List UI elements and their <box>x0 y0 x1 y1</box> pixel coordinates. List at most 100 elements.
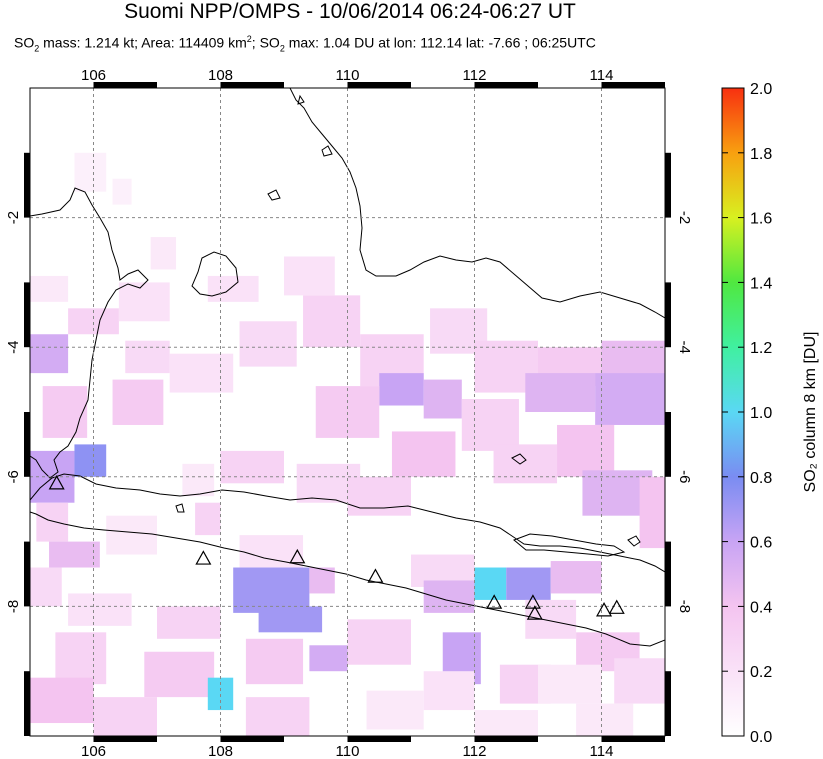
coast-island-b <box>627 535 641 547</box>
so2-cell <box>614 658 665 704</box>
frame-bar <box>665 541 671 607</box>
so2-cell <box>474 567 507 600</box>
so2-cell <box>474 710 538 736</box>
lat-tick-label-right: -6 <box>676 470 693 483</box>
so2-cell <box>182 463 215 497</box>
so2-cell <box>74 444 107 477</box>
so2-grid-cells <box>30 152 665 736</box>
so2-cell <box>68 593 132 626</box>
so2-cell <box>144 651 215 698</box>
so2-cell <box>157 606 221 639</box>
lon-tick-label-bottom: 114 <box>590 743 614 759</box>
lat-tick-label-left: -8 <box>5 600 22 613</box>
so2-cell <box>112 379 164 425</box>
so2-cell <box>303 295 361 348</box>
colorbar-tick-label: 0.2 <box>750 664 772 681</box>
coast-island-c <box>297 94 305 105</box>
so2-cell <box>258 606 323 633</box>
colorbar-tick-label: 0.0 <box>750 729 772 746</box>
colorbar-tick-label: 1.8 <box>750 146 772 163</box>
triangle-volcano-icon <box>596 602 613 617</box>
so2-cell <box>245 638 304 685</box>
so2-cell <box>309 567 335 594</box>
lon-tick-label-top: 110 <box>336 67 360 84</box>
lat-tick-label-right: -8 <box>676 600 693 613</box>
frame-bar <box>474 736 538 742</box>
so2-cell <box>423 580 475 613</box>
triangle-volcano-icon <box>524 594 541 609</box>
triangle-volcano-icon <box>195 550 212 565</box>
frame-bar <box>665 671 671 736</box>
axis-tick-labels: 106 106 108 108 110 110 112 112 114 114 -2 -2 -4 -4 -6… <box>5 67 693 759</box>
volcano-markers <box>48 475 625 620</box>
triangle-volcano-icon <box>289 548 306 564</box>
colorbar-ticks: 0.0 0.2 0.4 0.6 0.8 1.0 1.2 1.4 1.6 1.8 2.0 <box>722 81 772 746</box>
so2-cell <box>93 697 157 736</box>
triangle-volcano-icon <box>367 568 384 583</box>
colorbar-tick-label: 0.4 <box>750 599 772 616</box>
so2-cell <box>106 515 157 555</box>
lon-tick-label-bottom: 106 <box>81 743 106 759</box>
so2-cell <box>347 476 411 516</box>
lat-tick-label-right: -4 <box>676 341 693 354</box>
map-title: Suomi NPP/OMPS - 10/06/2014 06:24-06:27 … <box>124 0 576 23</box>
lon-tick-label-bottom: 110 <box>336 743 360 759</box>
coastline <box>30 88 665 647</box>
so2-cell <box>220 450 284 484</box>
so2-cell <box>30 334 69 374</box>
so2-cell <box>49 541 100 568</box>
triangle-volcano-icon <box>48 475 65 490</box>
so2-cell <box>30 275 69 302</box>
colorbar-tick-label: 1.6 <box>750 211 772 228</box>
frame-bar <box>220 736 284 742</box>
so2-cell <box>239 535 304 568</box>
frame-bar <box>474 82 538 88</box>
so2-cell <box>239 321 297 367</box>
frame-bar <box>93 82 157 88</box>
triangle-volcano-icon <box>526 605 543 620</box>
triangle-volcano-icon <box>486 594 503 609</box>
triangle-volcano-icon <box>608 599 625 614</box>
frame-bar <box>601 82 665 88</box>
frame-bar <box>24 541 30 607</box>
frame-bar <box>347 736 411 742</box>
so2-cell <box>506 567 551 600</box>
so2-cell <box>366 690 424 730</box>
frame-bar <box>93 736 157 742</box>
so2-cell <box>245 697 310 736</box>
coast-island-f <box>267 189 281 201</box>
coast-madura <box>513 533 626 557</box>
so2-cell <box>576 703 634 736</box>
frame-bar <box>665 412 671 477</box>
coast-borneo <box>289 88 665 319</box>
colorbar-tick-label: 0.8 <box>750 470 772 487</box>
so2-cell <box>423 379 462 419</box>
frame-bar <box>24 412 30 477</box>
so2-cell <box>195 502 221 536</box>
so2-cell <box>557 424 615 477</box>
so2-cell <box>379 373 424 406</box>
so2-cell <box>169 353 234 393</box>
lon-tick-label-top: 112 <box>463 67 487 84</box>
lat-tick-label-right: -2 <box>676 211 693 224</box>
frame-bar <box>665 282 671 348</box>
coast-bangka <box>191 251 239 297</box>
so2-cell <box>595 373 665 425</box>
frame-bar <box>220 82 284 88</box>
colorbar-tick-label: 2.0 <box>750 81 772 98</box>
so2-cell <box>30 567 62 607</box>
so2-cell <box>118 282 170 322</box>
so2-cell <box>639 476 665 549</box>
colorbar-tick-label: 1.2 <box>750 340 772 357</box>
colorbar-label: SO₂ column 8 km [DU] <box>802 332 819 493</box>
lat-tick-label-left: -2 <box>5 211 22 224</box>
coast-island-a <box>511 453 527 465</box>
coast-java <box>30 473 665 647</box>
frame-bar <box>665 152 671 218</box>
coast-island-e <box>175 503 185 513</box>
colorbar-tick-label: 1.4 <box>750 275 772 292</box>
frame-bar <box>601 736 665 742</box>
so2-cell <box>112 178 132 205</box>
so2-cell <box>347 619 411 665</box>
